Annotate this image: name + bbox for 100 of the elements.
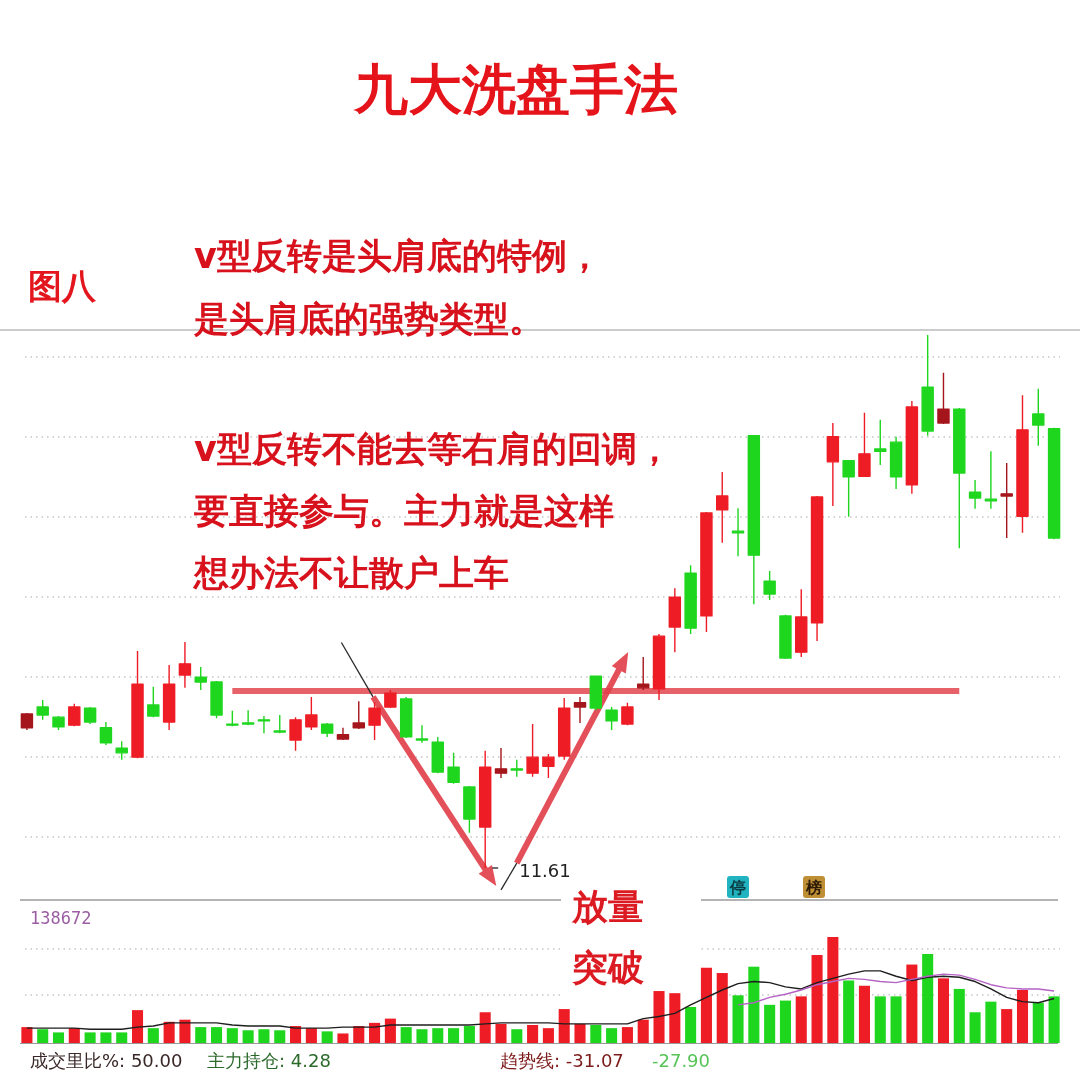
candlestick	[83, 706, 97, 725]
candlestick	[557, 697, 571, 761]
candlestick	[1032, 388, 1045, 447]
candlestick	[162, 664, 176, 731]
candlestick	[905, 400, 919, 495]
bar	[274, 1030, 286, 1043]
bar	[479, 1012, 491, 1043]
bar	[764, 1004, 776, 1043]
candlestick	[668, 587, 682, 653]
bar	[21, 1027, 33, 1043]
candlestick	[194, 666, 207, 691]
candlestick	[320, 722, 334, 738]
text: 图八	[28, 266, 97, 306]
bar	[1048, 996, 1060, 1043]
bar	[542, 1028, 554, 1043]
text: 138672	[30, 908, 92, 928]
candlestick	[368, 701, 381, 741]
annotation: 是头肩底的强势类型。	[193, 299, 544, 339]
annotation: v型反转不能去等右肩的回调，	[194, 429, 672, 469]
bar	[779, 1000, 791, 1043]
bar	[68, 1028, 80, 1043]
candlestick	[542, 753, 555, 779]
bar	[811, 955, 823, 1043]
bar	[495, 1023, 507, 1043]
candlestick	[921, 334, 934, 437]
bar	[432, 1028, 444, 1043]
bar	[147, 1028, 159, 1043]
bar	[337, 1033, 349, 1043]
bar	[211, 1027, 223, 1043]
bar	[163, 1021, 175, 1043]
bar	[416, 1029, 428, 1043]
bar	[827, 937, 839, 1043]
candlestick	[636, 656, 650, 691]
candlestick	[399, 696, 413, 739]
candlestick	[953, 407, 966, 549]
candlestick	[842, 459, 855, 518]
bar	[906, 964, 918, 1043]
bar	[574, 1023, 586, 1043]
candlestick	[968, 479, 982, 510]
candlestick	[889, 436, 903, 490]
candlestick	[226, 710, 239, 727]
bar	[384, 1018, 396, 1043]
bar	[131, 1010, 144, 1043]
candlestick	[384, 689, 397, 709]
candlestick	[858, 412, 871, 478]
candlestick	[526, 723, 539, 778]
bar	[258, 1029, 270, 1043]
candlestick	[779, 614, 792, 660]
candlestick	[652, 633, 666, 701]
candlestick	[415, 724, 429, 744]
candlestick	[131, 650, 144, 759]
candlestick	[700, 511, 713, 633]
bar	[1032, 1002, 1044, 1043]
candlestick	[1000, 462, 1013, 539]
bar	[179, 1019, 191, 1043]
bar	[874, 996, 886, 1043]
bar	[448, 1028, 460, 1043]
candlestick	[147, 686, 160, 718]
bar	[195, 1027, 207, 1043]
candlestick	[99, 721, 113, 746]
bar	[969, 1012, 981, 1043]
bar	[669, 993, 681, 1043]
candlestick	[289, 716, 302, 752]
bar	[84, 1032, 96, 1043]
annotation: 想办法不让散户上车	[192, 553, 509, 593]
bar	[653, 991, 665, 1043]
bar	[226, 1028, 238, 1043]
bar	[858, 985, 870, 1043]
text: 主力持仓: 4.28	[207, 1050, 331, 1071]
text: 放量	[571, 886, 644, 927]
bar	[321, 1031, 333, 1043]
candlestick	[573, 696, 587, 724]
candlestick	[795, 588, 808, 658]
candlestick	[494, 747, 508, 779]
bar	[242, 1030, 254, 1043]
bar	[922, 953, 934, 1043]
candlestick	[810, 495, 824, 642]
candlestick	[1016, 394, 1029, 534]
candlestick	[684, 564, 697, 635]
annotation: 11.61	[519, 860, 571, 881]
candlestick	[747, 434, 761, 605]
bar	[1001, 1009, 1013, 1043]
bar	[937, 978, 950, 1043]
candlestick	[937, 372, 950, 425]
candlestick	[68, 703, 81, 727]
bar	[590, 1024, 602, 1043]
text: -27.90	[652, 1050, 711, 1071]
candlestick	[589, 675, 603, 711]
bar	[732, 995, 744, 1043]
bar	[400, 1027, 412, 1043]
candlestick	[510, 759, 524, 778]
candlestick	[352, 700, 365, 730]
candlestick	[605, 706, 618, 731]
candlestick	[20, 712, 34, 731]
annotation: 突破	[571, 947, 644, 988]
badge: 停	[727, 876, 749, 898]
bar	[369, 1022, 381, 1043]
candlestick	[1047, 427, 1061, 540]
candlestick	[273, 714, 286, 734]
candlestick	[463, 785, 476, 834]
